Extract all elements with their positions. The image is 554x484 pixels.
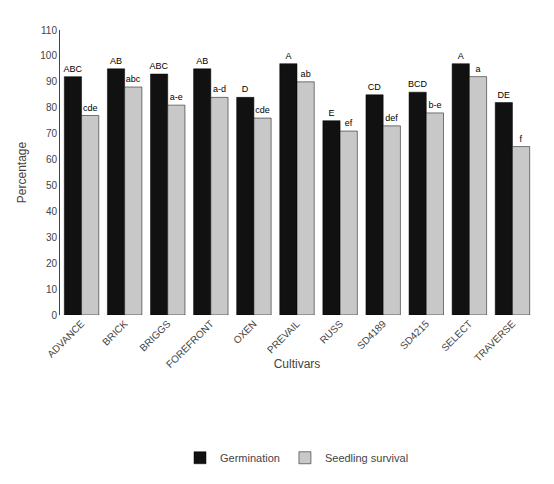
svg-text:BRIGGS: BRIGGS <box>137 318 173 354</box>
svg-text:0: 0 <box>51 310 57 321</box>
svg-text:Germination: Germination <box>220 452 280 464</box>
svg-text:Cultivars: Cultivars <box>274 357 321 371</box>
svg-text:AB: AB <box>110 56 122 66</box>
svg-text:SD4215: SD4215 <box>398 318 432 352</box>
svg-text:a: a <box>475 64 480 74</box>
svg-text:40: 40 <box>46 206 58 217</box>
svg-text:110: 110 <box>41 25 57 36</box>
svg-text:SD4189: SD4189 <box>355 318 389 352</box>
svg-text:100: 100 <box>40 50 57 61</box>
svg-text:a-d: a-d <box>213 84 226 94</box>
svg-text:TRAVERSE: TRAVERSE <box>472 318 518 364</box>
svg-text:A: A <box>458 51 464 61</box>
svg-text:cde: cde <box>83 103 98 113</box>
svg-text:SELECT: SELECT <box>439 318 474 353</box>
svg-text:10: 10 <box>46 284 58 295</box>
svg-text:CD: CD <box>368 82 381 92</box>
svg-text:A: A <box>285 51 291 61</box>
svg-text:BCD: BCD <box>408 79 428 89</box>
svg-text:90: 90 <box>46 76 58 87</box>
svg-text:AB: AB <box>196 56 208 66</box>
svg-text:E: E <box>328 108 334 118</box>
svg-text:DE: DE <box>498 90 511 100</box>
svg-text:Percentage: Percentage <box>15 141 29 203</box>
svg-text:ef: ef <box>345 118 353 128</box>
svg-text:FOREFRONT: FOREFRONT <box>164 318 216 370</box>
svg-text:b-e: b-e <box>428 100 441 110</box>
svg-text:ABC: ABC <box>150 61 169 71</box>
svg-text:50: 50 <box>46 180 58 191</box>
svg-text:RUSS: RUSS <box>318 318 346 346</box>
svg-text:70: 70 <box>46 128 58 139</box>
svg-text:OXEN: OXEN <box>231 318 259 346</box>
svg-text:ADVANCE: ADVANCE <box>45 318 87 360</box>
svg-text:abc: abc <box>126 74 141 84</box>
svg-text:80: 80 <box>46 102 58 113</box>
svg-text:cde: cde <box>255 105 270 115</box>
svg-text:PREVAIL: PREVAIL <box>265 318 302 355</box>
svg-text:ABC: ABC <box>63 64 82 74</box>
svg-text:ab: ab <box>301 69 311 79</box>
svg-text:Seedling survival: Seedling survival <box>325 452 408 464</box>
svg-text:20: 20 <box>46 258 58 269</box>
svg-text:def: def <box>385 113 398 123</box>
svg-text:a-e: a-e <box>170 92 183 102</box>
svg-text:f: f <box>520 134 523 144</box>
svg-text:60: 60 <box>46 154 58 165</box>
svg-text:D: D <box>242 84 249 94</box>
svg-text:30: 30 <box>46 232 58 243</box>
svg-text:BRICK: BRICK <box>100 318 130 348</box>
